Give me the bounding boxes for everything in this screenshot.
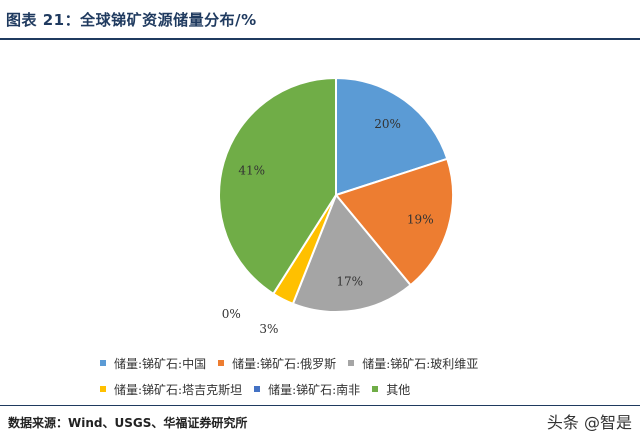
- legend-swatch: [254, 386, 261, 392]
- pie-slice: [291, 193, 412, 313]
- legend-label: 储量:锑矿石:俄罗斯: [232, 356, 337, 371]
- pie-chart: 20% 19% 17% 3% 0% 41%: [218, 76, 454, 336]
- legend-item: 储量:锑矿石:南非: [254, 381, 360, 398]
- legend-label: 储量:锑矿石:塔吉克斯坦: [114, 382, 243, 397]
- data-label: 19%: [407, 212, 434, 226]
- legend-item: 储量:锑矿石:塔吉克斯坦: [100, 381, 242, 398]
- data-label: 0%: [222, 307, 241, 321]
- data-label: 41%: [238, 164, 265, 178]
- chart-legend: 储量:锑矿石:中国 储量:锑矿石:俄罗斯 储量:锑矿石:玻利维亚 储量:锑矿石:塔吉…: [100, 350, 600, 402]
- legend-item: 储量:锑矿石:中国: [100, 355, 206, 372]
- pie-slice: [334, 157, 454, 287]
- legend-row: 储量:锑矿石:中国 储量:锑矿石:俄罗斯 储量:锑矿石:玻利维亚: [100, 350, 600, 376]
- pie-slice: [335, 76, 449, 197]
- title-divider: [0, 38, 640, 40]
- chart-title: 图表 21：全球锑矿资源储量分布/%: [6, 11, 257, 29]
- legend-swatch: [100, 386, 106, 392]
- data-label: 20%: [374, 117, 401, 131]
- pie-slice: [218, 76, 337, 296]
- source-note: 数据来源：Wind、USGS、华福证券研究所: [8, 416, 248, 430]
- data-label: 17%: [336, 275, 363, 289]
- legend-swatch: [372, 386, 379, 392]
- legend-item: 储量:锑矿石:玻利维亚: [348, 355, 478, 372]
- legend-label: 其他: [386, 382, 411, 397]
- legend-row: 储量:锑矿石:塔吉克斯坦 储量:锑矿石:南非 其他: [100, 376, 600, 402]
- legend-item: 储量:锑矿石:俄罗斯: [218, 355, 336, 372]
- footer-divider: [0, 405, 640, 406]
- legend-label: 储量:锑矿石:玻利维亚: [362, 356, 479, 371]
- legend-item: 其他: [372, 381, 410, 398]
- legend-swatch: [218, 360, 225, 366]
- title-bar: 图表 21：全球锑矿资源储量分布/%: [0, 0, 640, 38]
- legend-label: 储量:锑矿石:中国: [114, 356, 207, 371]
- legend-swatch: [100, 360, 106, 366]
- legend-label: 储量:锑矿石:南非: [268, 382, 361, 397]
- watermark-text: 头条 @智是: [546, 413, 632, 432]
- data-label: 3%: [259, 322, 278, 336]
- legend-swatch: [348, 360, 355, 366]
